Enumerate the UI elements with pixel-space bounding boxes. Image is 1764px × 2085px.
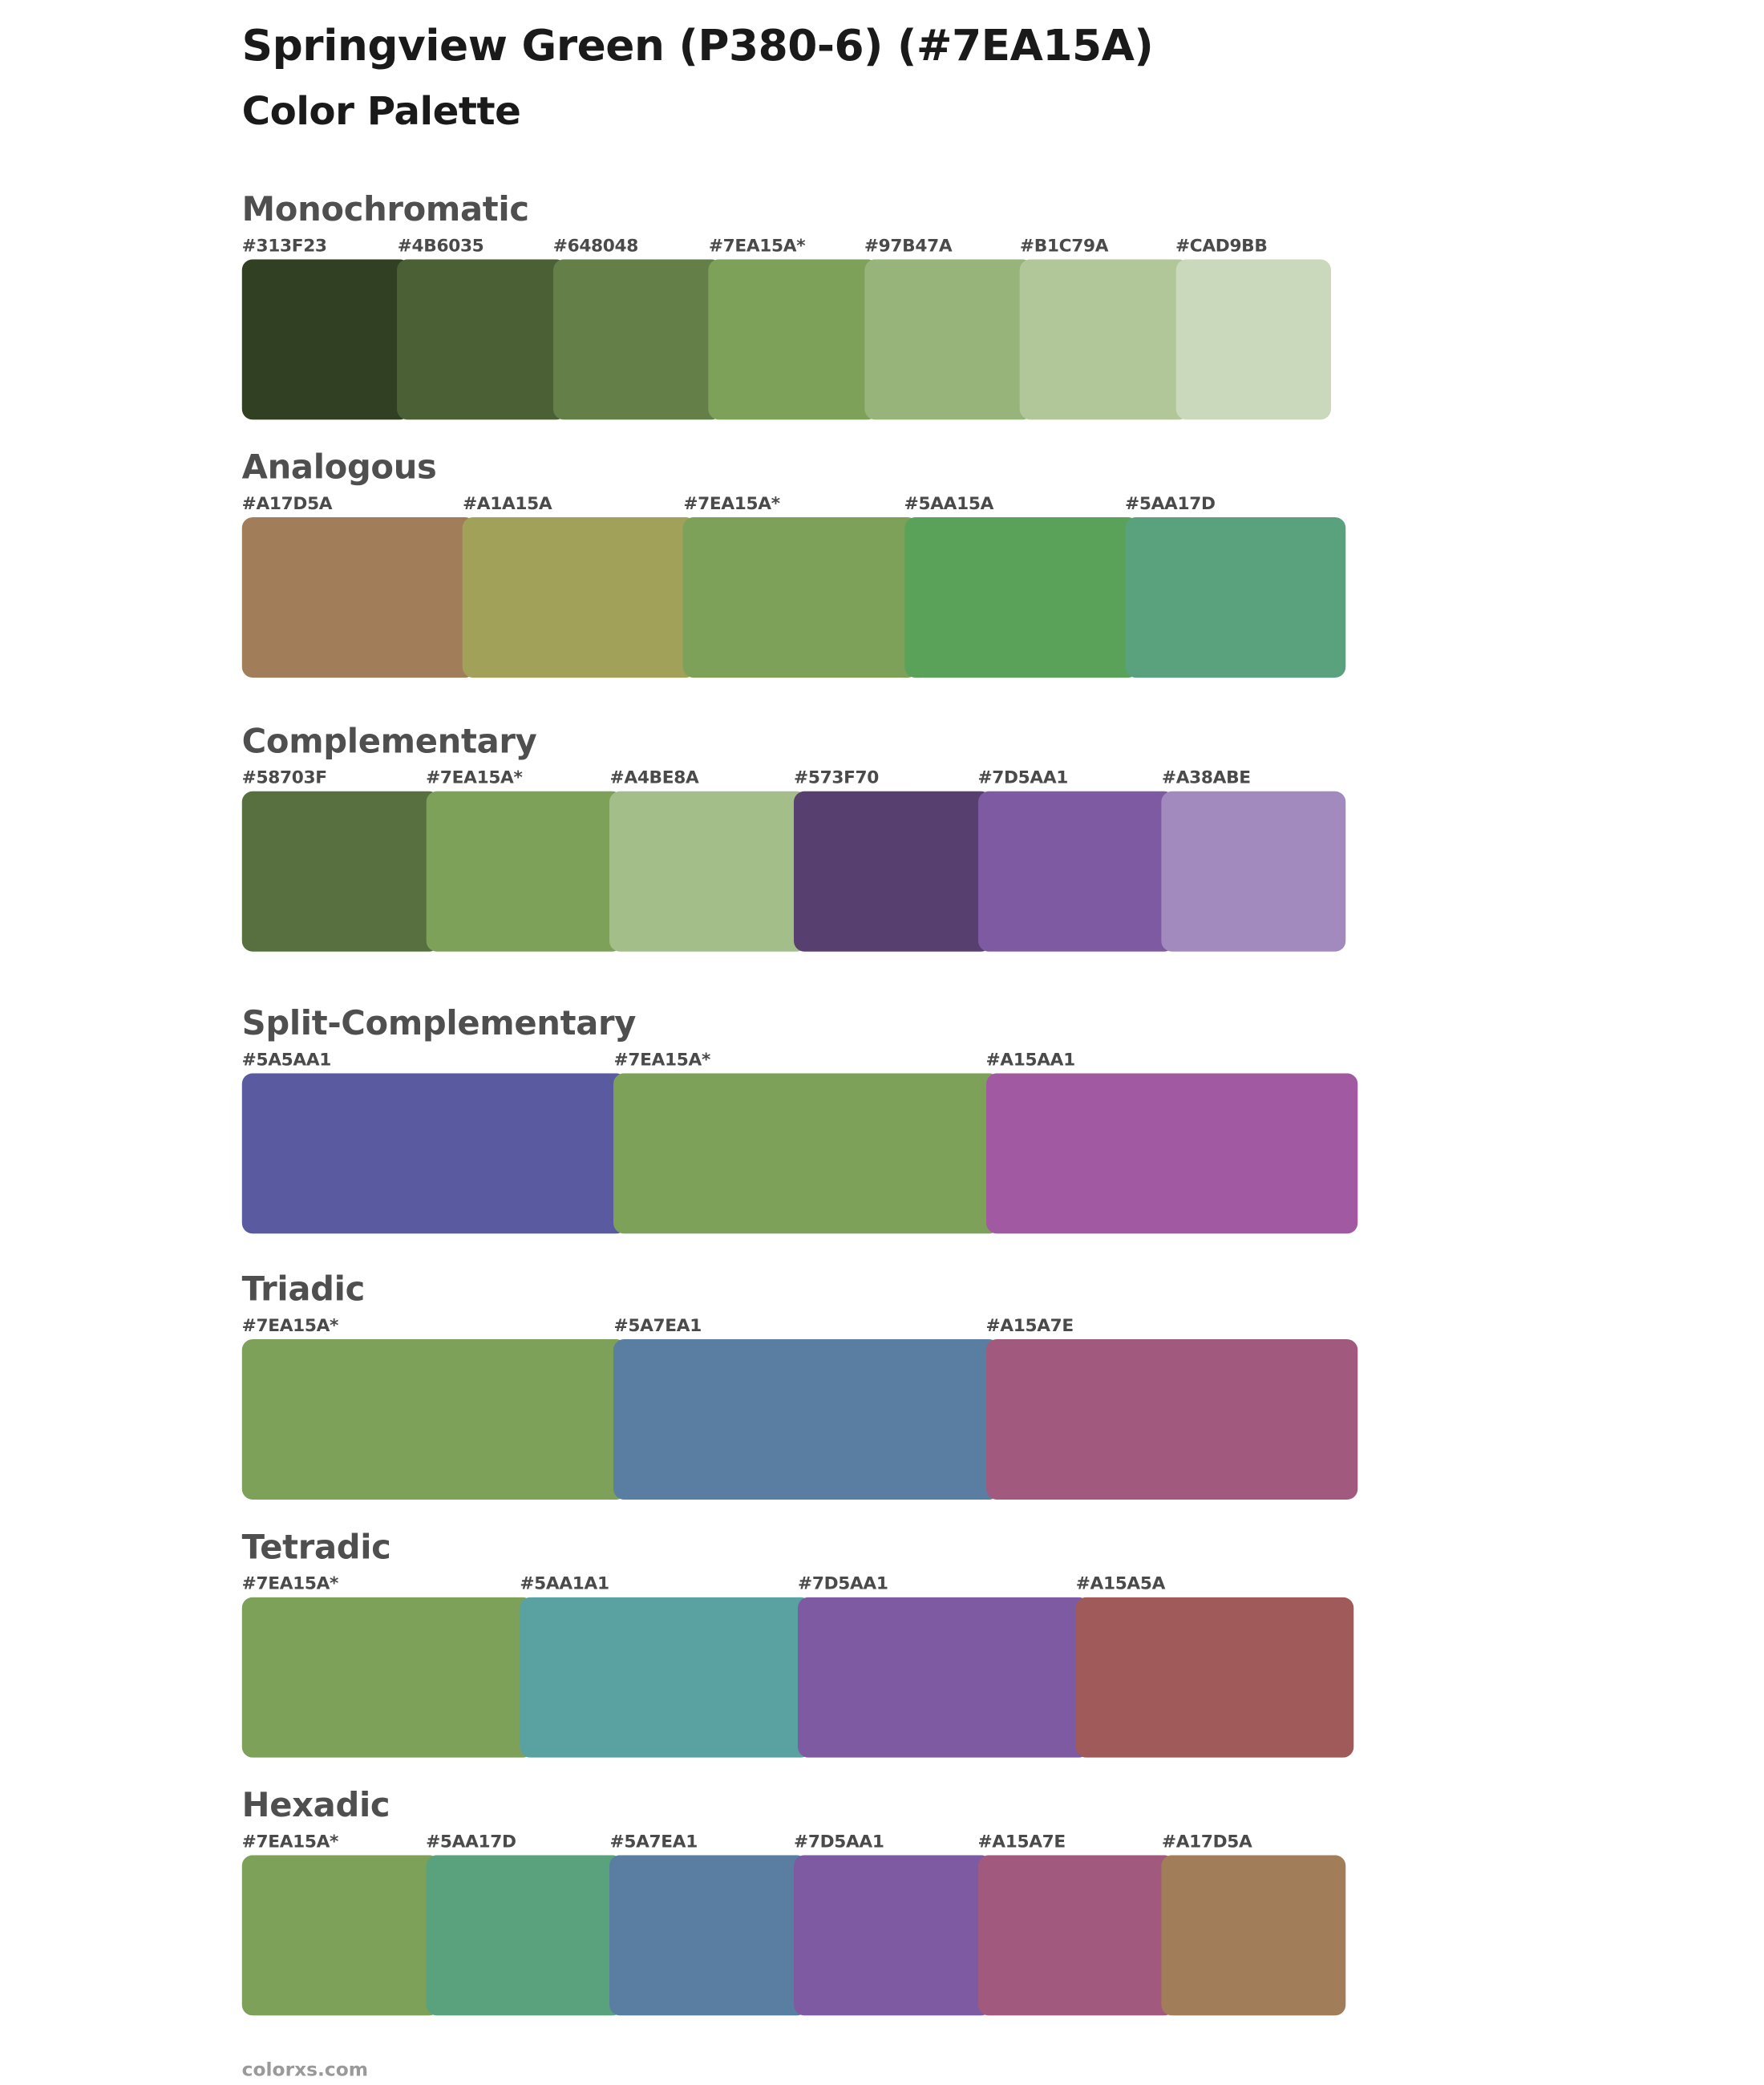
swatch-label: #5A7EA1: [613, 1316, 702, 1337]
swatch-label: #7EA15A*: [613, 1051, 711, 1071]
color-swatch[interactable]: [426, 1855, 624, 2016]
swatch-label: #7D5AA1: [794, 1832, 884, 1853]
color-swatch[interactable]: [794, 791, 992, 952]
section-title-monochromatic: Monochromatic: [241, 189, 529, 229]
swatch-labels: #58703F #7EA15A* #A4BE8A #573F70 #7D5AA1 #A38…: [242, 768, 1346, 790]
swatch-label: #A1A15A: [462, 494, 552, 515]
color-swatch[interactable]: [1175, 259, 1332, 420]
color-swatch[interactable]: [426, 791, 624, 952]
color-swatch[interactable]: [241, 517, 476, 678]
color-swatch[interactable]: [864, 259, 1034, 420]
swatch-labels: #A17D5A #A1A15A #7EA15A* #5AA15A #5AA17D: [242, 495, 1346, 516]
swatch-label: #7EA15A*: [241, 1316, 339, 1337]
color-swatch[interactable]: [613, 1073, 1000, 1234]
color-swatch[interactable]: [552, 259, 722, 420]
site-footer-link[interactable]: colorxs.com: [241, 2059, 369, 2082]
color-swatch[interactable]: [1125, 517, 1346, 678]
color-swatch[interactable]: [708, 259, 878, 420]
swatch-label: #A17D5A: [1161, 1832, 1252, 1853]
page-subtitle: Color Palette: [241, 88, 521, 134]
color-swatch[interactable]: [613, 1339, 1000, 1500]
section-title-triadic: Triadic: [241, 1269, 366, 1309]
swatch-label: #7D5AA1: [977, 768, 1069, 789]
color-swatch[interactable]: [1075, 1597, 1354, 1758]
swatch-label: #4B6035: [397, 237, 484, 257]
color-swatch[interactable]: [977, 791, 1175, 952]
swatch-strip-hexadic: [241, 1855, 1346, 2016]
color-swatch[interactable]: [241, 1339, 628, 1500]
swatch-label: #A38ABE: [1161, 768, 1251, 789]
swatch-strip-analogous: [241, 517, 1346, 678]
swatch-labels: #7EA15A* #5AA17D #5A7EA1 #7D5AA1 #A15A7E #A17…: [242, 1832, 1346, 1854]
swatch-label: #A15A7E: [977, 1832, 1066, 1853]
swatch-strip-complementary: [241, 791, 1346, 952]
color-swatch[interactable]: [241, 1855, 439, 2016]
color-swatch[interactable]: [1161, 791, 1346, 952]
section-title-analogous: Analogous: [241, 447, 437, 487]
color-swatch[interactable]: [1161, 1855, 1346, 2016]
swatch-label: #648048: [552, 237, 639, 257]
swatch-label: #7EA15A*: [708, 237, 806, 257]
color-swatch[interactable]: [462, 517, 697, 678]
swatch-label: #5AA15A: [904, 494, 994, 515]
color-swatch[interactable]: [609, 1855, 807, 2016]
page-title: Springview Green (P380-6) (#7EA15A): [241, 20, 1154, 71]
section-title-hexadic: Hexadic: [241, 1785, 390, 1825]
section-title-complementary: Complementary: [241, 722, 537, 761]
color-swatch[interactable]: [241, 1597, 534, 1758]
swatch-strip-tetradic: [241, 1597, 1354, 1758]
swatch-strip-monochromatic: [241, 259, 1332, 420]
swatch-labels: #313F23 #4B6035 #648048 #7EA15A* #97B47A #B1C…: [242, 237, 1331, 258]
color-swatch[interactable]: [985, 1339, 1358, 1500]
swatch-label: #5A7EA1: [609, 1832, 698, 1853]
color-swatch[interactable]: [794, 1855, 992, 2016]
swatch-label: #7D5AA1: [798, 1574, 888, 1595]
swatch-label: #7EA15A*: [426, 768, 523, 789]
swatch-label: #A15A7E: [985, 1316, 1074, 1337]
color-swatch[interactable]: [397, 259, 567, 420]
swatch-label: #A15A5A: [1075, 1574, 1166, 1595]
swatch-label: #5AA17D: [426, 1832, 516, 1853]
swatch-label: #A4BE8A: [609, 768, 699, 789]
swatch-label: #5A5AA1: [241, 1051, 332, 1071]
color-swatch[interactable]: [904, 517, 1139, 678]
swatch-label: #B1C79A: [1019, 237, 1109, 257]
swatch-strip-triadic: [241, 1339, 1358, 1500]
color-swatch[interactable]: [241, 1073, 628, 1234]
color-swatch[interactable]: [241, 259, 411, 420]
swatch-label: #7EA15A*: [241, 1574, 339, 1595]
color-swatch[interactable]: [683, 517, 918, 678]
swatch-label: #573F70: [794, 768, 880, 789]
color-swatch[interactable]: [1019, 259, 1189, 420]
swatch-label: #58703F: [241, 768, 327, 789]
section-title-split-complementary: Split-Complementary: [241, 1003, 637, 1043]
swatch-label: #7EA15A*: [241, 1832, 339, 1853]
swatch-label: #A15AA1: [985, 1051, 1075, 1071]
swatch-label: #5AA17D: [1125, 494, 1216, 515]
color-swatch[interactable]: [241, 791, 439, 952]
color-swatch[interactable]: [985, 1073, 1358, 1234]
swatch-label: #313F23: [241, 237, 327, 257]
color-swatch[interactable]: [520, 1597, 811, 1758]
swatch-label: #7EA15A*: [683, 494, 780, 515]
swatch-labels: #5A5AA1 #7EA15A* #A15AA1: [242, 1051, 1358, 1072]
color-swatch[interactable]: [977, 1855, 1175, 2016]
swatch-strip-split-complementary: [241, 1073, 1358, 1234]
swatch-label: #97B47A: [864, 237, 953, 257]
swatch-labels: #7EA15A* #5A7EA1 #A15A7E: [242, 1317, 1358, 1338]
swatch-labels: #7EA15A* #5AA1A1 #7D5AA1 #A15A5A: [242, 1574, 1354, 1596]
color-swatch[interactable]: [609, 791, 807, 952]
color-swatch[interactable]: [798, 1597, 1090, 1758]
swatch-label: #5AA1A1: [520, 1574, 609, 1595]
section-title-tetradic: Tetradic: [241, 1528, 391, 1567]
swatch-label: #A17D5A: [241, 494, 333, 515]
swatch-label: #CAD9BB: [1175, 237, 1268, 257]
